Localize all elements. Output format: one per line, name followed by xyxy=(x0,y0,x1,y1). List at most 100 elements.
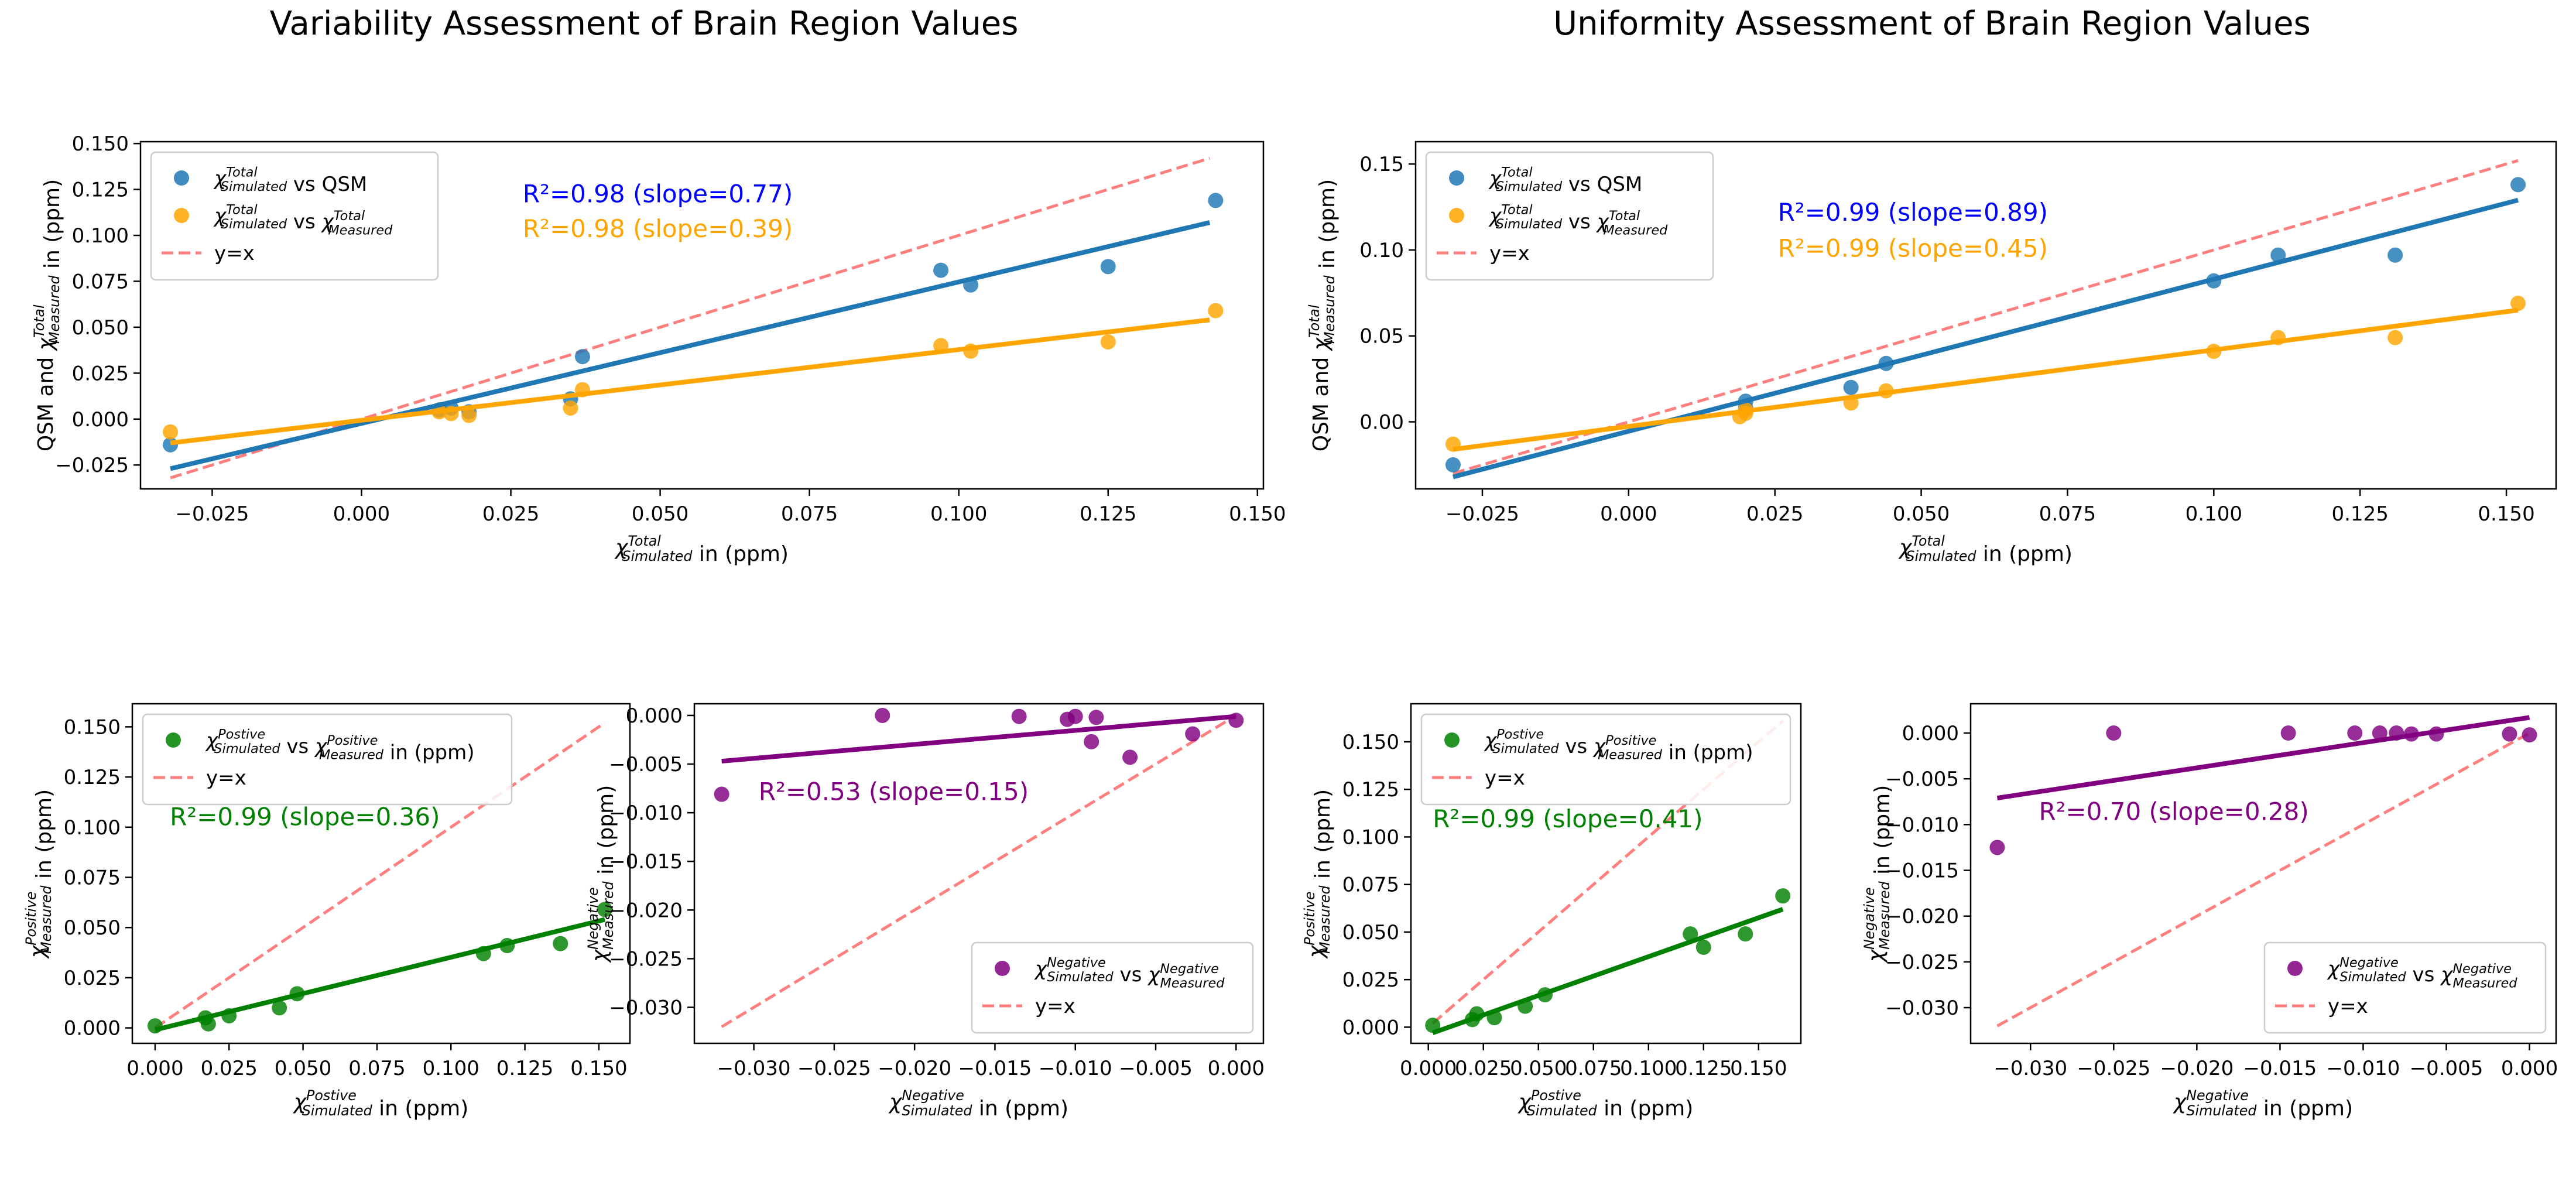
chart-uni-positive: 0.0000.0250.0500.0750.1000.1250.1500.000… xyxy=(1301,703,1802,1121)
x-tick-label: 0.075 xyxy=(2039,502,2096,526)
y-tick-label: 0.100 xyxy=(1342,826,1399,849)
y-tick-label: 0.150 xyxy=(1342,731,1399,754)
superscript: Negative xyxy=(1160,961,1219,977)
data-point xyxy=(1084,734,1099,749)
x-tick-label: 0.100 xyxy=(423,1057,479,1080)
data-point xyxy=(2347,725,2363,741)
y-tick-label: 0.075 xyxy=(1342,874,1399,897)
data-point xyxy=(1011,708,1027,724)
subscript: Measured xyxy=(46,275,63,343)
superscript: Total xyxy=(334,208,365,224)
data-point xyxy=(461,407,477,423)
legend-label: χPostive Simulated vs χPositive Measured i… xyxy=(205,727,475,765)
data-point xyxy=(2387,330,2403,345)
r-squared-annotation: R²=0.99 (slope=0.89) xyxy=(1778,198,2048,227)
subscript: Simulated xyxy=(221,217,287,232)
y-tick-label: 0.050 xyxy=(64,916,121,940)
legend-marker-dot xyxy=(174,208,189,223)
superscript: Total xyxy=(1912,533,1945,549)
chi-symbol: χ xyxy=(1898,536,1913,560)
subscript: Simulated xyxy=(1492,741,1559,756)
identity-line xyxy=(1453,159,2519,475)
data-point xyxy=(1067,708,1083,724)
superscript: Total xyxy=(226,203,258,218)
data-point xyxy=(1208,193,1224,208)
y-tick-label: −0.015 xyxy=(1885,859,1959,883)
data-point xyxy=(553,936,568,951)
subscript: Measured xyxy=(1603,222,1668,238)
chi-symbol: χ xyxy=(888,1090,903,1114)
legend-box xyxy=(1425,151,1714,281)
chart-uni-negative: −0.030 −0.025 −0.020 −0.015 −0.010 −0.005 0.00… xyxy=(1861,703,2558,1121)
x-tick-label: 0.075 xyxy=(1565,1057,1622,1080)
r-squared-annotation: R²=0.99 (slope=0.36) xyxy=(170,802,440,831)
data-point xyxy=(2522,727,2537,743)
chi-symbol: χ xyxy=(1304,944,1328,959)
legend-marker-dot xyxy=(1449,170,1464,186)
text-run: QSM and xyxy=(1309,350,1333,451)
x-tick-label: 0.125 xyxy=(2332,502,2389,526)
y-tick-label: −0.005 xyxy=(609,753,683,776)
data-point xyxy=(875,707,890,723)
chi-symbol: χ xyxy=(293,1090,307,1114)
x-tick-label: 0.000 xyxy=(2501,1057,2558,1080)
x-axis-label: χPostive Simulated in (ppm) xyxy=(293,1087,469,1121)
superscript: Total xyxy=(226,165,258,180)
data-point xyxy=(2510,177,2526,193)
x-tick-label: 0.100 xyxy=(930,502,987,526)
data-point xyxy=(2387,247,2403,263)
text-run: in (ppm) xyxy=(692,542,789,566)
y-tick-label: 0.075 xyxy=(72,270,129,293)
x-tick-label: 0.100 xyxy=(1620,1057,1677,1080)
superscript: Negative xyxy=(1861,887,1878,950)
chi-symbol: χ xyxy=(1309,337,1333,351)
r-squared-annotation: R²=0.98 (slope=0.77) xyxy=(523,180,793,208)
axes-frame xyxy=(139,141,1265,490)
x-tick-label: 0.025 xyxy=(1746,502,1803,526)
chi-symbol: χ xyxy=(588,948,612,963)
x-tick-label: 0.150 xyxy=(1730,1057,1787,1080)
y-axis-label: QSM and χTotalMeasured in (ppm) xyxy=(31,179,64,451)
x-tick-label: 0.000 xyxy=(1208,1057,1265,1080)
text-run: vs xyxy=(1114,963,1148,987)
text-run: y=x xyxy=(1485,766,1525,790)
legend-marker-dot xyxy=(166,732,181,748)
subscript: Simulated xyxy=(2186,1102,2257,1119)
identity-line xyxy=(1431,720,1784,1025)
subscript: Simulated xyxy=(902,1102,972,1119)
y-tick-label: 0.000 xyxy=(72,408,129,432)
x-tick-label: 0.125 xyxy=(1675,1057,1732,1080)
chi-symbol: χ xyxy=(2173,1090,2187,1114)
y-tick-label: −0.020 xyxy=(1885,905,1959,929)
x-tick-label: 0.025 xyxy=(201,1057,258,1080)
text-run: vs QSM xyxy=(287,173,367,196)
data-point xyxy=(272,1000,287,1016)
data-point xyxy=(1100,259,1116,275)
subscript: Simulated xyxy=(302,1102,373,1119)
subscript: Measured xyxy=(1321,275,1338,343)
legend-marker-dot xyxy=(995,961,1010,976)
chi-symbol: χ xyxy=(34,337,58,351)
x-tick-label: 0.050 xyxy=(1510,1057,1567,1080)
text-run: QSM and xyxy=(34,350,58,451)
text-run: in (ppm) xyxy=(1662,741,1753,764)
r-squared-annotation: R²=0.99 (slope=0.45) xyxy=(1778,234,2048,263)
legend-marker-dot xyxy=(1444,732,1460,748)
x-tick-label: 0.025 xyxy=(1455,1057,1512,1080)
y-tick-label: −0.025 xyxy=(55,454,129,477)
x-axis-label: χNegative Simulated in (ppm) xyxy=(888,1087,1068,1121)
subscript: Measured xyxy=(1876,881,1893,949)
x-tick-label: 0.100 xyxy=(2186,502,2242,526)
legend-box xyxy=(971,941,1254,1034)
text-run: in (ppm) xyxy=(1976,542,2073,566)
superscript: Positive xyxy=(23,891,39,945)
subscript: Measured xyxy=(1598,747,1663,762)
axes-frame xyxy=(1969,703,2557,1045)
x-tick-label: 0.050 xyxy=(1893,502,1950,526)
x-axis-label: χPostive Simulated in (ppm) xyxy=(1517,1087,1694,1121)
axes-frame xyxy=(1410,703,1802,1045)
legend-label: χNegative Simulated vs χNegative Measured xyxy=(1034,956,1225,991)
text-run: in (ppm) xyxy=(1871,785,1895,882)
